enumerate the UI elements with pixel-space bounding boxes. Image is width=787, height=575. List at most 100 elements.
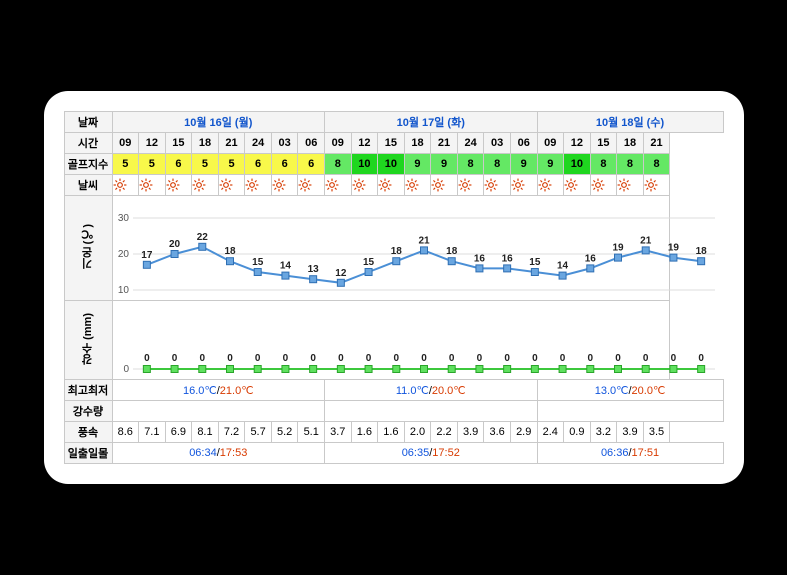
golf-cell: 5 bbox=[218, 154, 245, 175]
svg-text:16: 16 bbox=[473, 253, 485, 264]
svg-text:0: 0 bbox=[310, 353, 316, 364]
svg-text:15: 15 bbox=[252, 257, 264, 268]
svg-text:0: 0 bbox=[254, 353, 260, 364]
weather-cell bbox=[378, 175, 405, 196]
golf-cell: 8 bbox=[484, 154, 511, 175]
label-sunrise: 일출일몰 bbox=[64, 443, 112, 464]
sunrise-0: 06:34/17:53 bbox=[112, 443, 325, 464]
weather-cell bbox=[218, 175, 245, 196]
wind-cell: 1.6 bbox=[378, 422, 405, 443]
precip-chart: 0000000000000000000000 bbox=[115, 305, 721, 375]
hour-cell: 03 bbox=[484, 133, 511, 154]
row-precip-total: 강수량 bbox=[64, 401, 723, 422]
wind-cell: 1.6 bbox=[351, 422, 378, 443]
weather-cell bbox=[617, 175, 644, 196]
svg-text:0: 0 bbox=[504, 353, 510, 364]
row-sunrise: 일출일몰 06:34/17:53 06:35/17:52 06:36/17:51 bbox=[64, 443, 723, 464]
wind-cell: 3.9 bbox=[617, 422, 644, 443]
svg-text:0: 0 bbox=[199, 353, 205, 364]
golf-cell: 6 bbox=[271, 154, 298, 175]
golf-cell: 8 bbox=[617, 154, 644, 175]
weather-cell bbox=[484, 175, 511, 196]
svg-text:18: 18 bbox=[446, 246, 458, 257]
svg-text:17: 17 bbox=[141, 250, 153, 261]
row-hilo: 최고최저 16.0℃/21.0℃ 11.0℃/20.0℃ 13.0℃/20.0℃ bbox=[64, 380, 723, 401]
svg-text:0: 0 bbox=[365, 353, 371, 364]
row-temp-chart: 기온 (℃) 102030172022181514131215182118161… bbox=[64, 196, 723, 301]
wind-cell: 5.2 bbox=[271, 422, 298, 443]
wind-cell: 8.1 bbox=[192, 422, 219, 443]
svg-text:0: 0 bbox=[171, 353, 177, 364]
svg-text:0: 0 bbox=[144, 353, 150, 364]
golf-cell: 6 bbox=[298, 154, 325, 175]
golf-cell: 9 bbox=[537, 154, 564, 175]
label-precip-axis: 강수 (mm) bbox=[64, 301, 112, 380]
sunrise-1: 06:35/17:52 bbox=[325, 443, 538, 464]
label-golf: 골프지수 bbox=[64, 154, 112, 175]
hour-cell: 15 bbox=[378, 133, 405, 154]
wind-cell: 7.1 bbox=[139, 422, 166, 443]
hour-cell: 18 bbox=[617, 133, 644, 154]
svg-text:19: 19 bbox=[612, 243, 624, 254]
golf-cell: 6 bbox=[245, 154, 272, 175]
svg-text:18: 18 bbox=[224, 246, 236, 257]
wind-cell: 3.6 bbox=[484, 422, 511, 443]
weather-cell bbox=[139, 175, 166, 196]
precip-chart-cell: 0000000000000000000000 bbox=[112, 301, 670, 380]
date-2: 10월 18일 (수) bbox=[537, 112, 723, 133]
wind-cell: 3.9 bbox=[457, 422, 484, 443]
weather-cell bbox=[112, 175, 139, 196]
weather-cell bbox=[537, 175, 564, 196]
label-precip-total: 강수량 bbox=[64, 401, 112, 422]
svg-text:22: 22 bbox=[196, 232, 208, 243]
svg-text:0: 0 bbox=[421, 353, 427, 364]
hour-cell: 12 bbox=[564, 133, 591, 154]
row-dates: 날짜 10월 16일 (월) 10월 17일 (화) 10월 18일 (수) bbox=[64, 112, 723, 133]
hour-cell: 15 bbox=[590, 133, 617, 154]
wind-cell: 5.1 bbox=[298, 422, 325, 443]
precip-total-0 bbox=[112, 401, 325, 422]
golf-cell: 5 bbox=[192, 154, 219, 175]
label-date: 날짜 bbox=[64, 112, 112, 133]
svg-text:12: 12 bbox=[335, 268, 347, 279]
hilo-2: 13.0℃/20.0℃ bbox=[537, 380, 723, 401]
weather-cell bbox=[590, 175, 617, 196]
svg-text:0: 0 bbox=[587, 353, 593, 364]
wind-cell: 5.7 bbox=[245, 422, 272, 443]
forecast-table: 날짜 10월 16일 (월) 10월 17일 (화) 10월 18일 (수) 시… bbox=[64, 111, 724, 464]
hour-cell: 18 bbox=[404, 133, 431, 154]
svg-text:18: 18 bbox=[390, 246, 402, 257]
weather-cell bbox=[165, 175, 192, 196]
weather-cell bbox=[404, 175, 431, 196]
svg-text:18: 18 bbox=[695, 246, 707, 257]
hour-cell: 03 bbox=[271, 133, 298, 154]
hour-cell: 21 bbox=[218, 133, 245, 154]
hour-cell: 09 bbox=[112, 133, 139, 154]
golf-cell: 9 bbox=[510, 154, 537, 175]
svg-text:15: 15 bbox=[363, 257, 375, 268]
label-temp-axis: 기온 (℃) bbox=[64, 196, 112, 301]
svg-text:0: 0 bbox=[123, 364, 129, 375]
golf-cell: 10 bbox=[564, 154, 591, 175]
svg-text:0: 0 bbox=[476, 353, 482, 364]
svg-text:20: 20 bbox=[169, 239, 181, 250]
row-golf: 골프지수 556556668101099889910888 bbox=[64, 154, 723, 175]
hour-cell: 09 bbox=[325, 133, 352, 154]
date-1: 10월 17일 (화) bbox=[325, 112, 538, 133]
hour-cell: 06 bbox=[298, 133, 325, 154]
weather-cell bbox=[564, 175, 591, 196]
svg-text:21: 21 bbox=[640, 235, 652, 246]
weather-cell bbox=[325, 175, 352, 196]
weather-cell bbox=[431, 175, 458, 196]
wind-cell: 2.2 bbox=[431, 422, 458, 443]
row-wind: 풍속 8.67.16.98.17.25.75.25.13.71.61.62.02… bbox=[64, 422, 723, 443]
hilo-1: 11.0℃/20.0℃ bbox=[325, 380, 538, 401]
row-weather: 날씨 bbox=[64, 175, 723, 196]
svg-text:15: 15 bbox=[529, 257, 541, 268]
label-time: 시간 bbox=[64, 133, 112, 154]
row-hours: 시간 0912151821240306091215182124030609121… bbox=[64, 133, 723, 154]
svg-text:0: 0 bbox=[559, 353, 565, 364]
golf-cell: 10 bbox=[351, 154, 378, 175]
hour-cell: 21 bbox=[643, 133, 670, 154]
svg-text:13: 13 bbox=[307, 264, 319, 275]
